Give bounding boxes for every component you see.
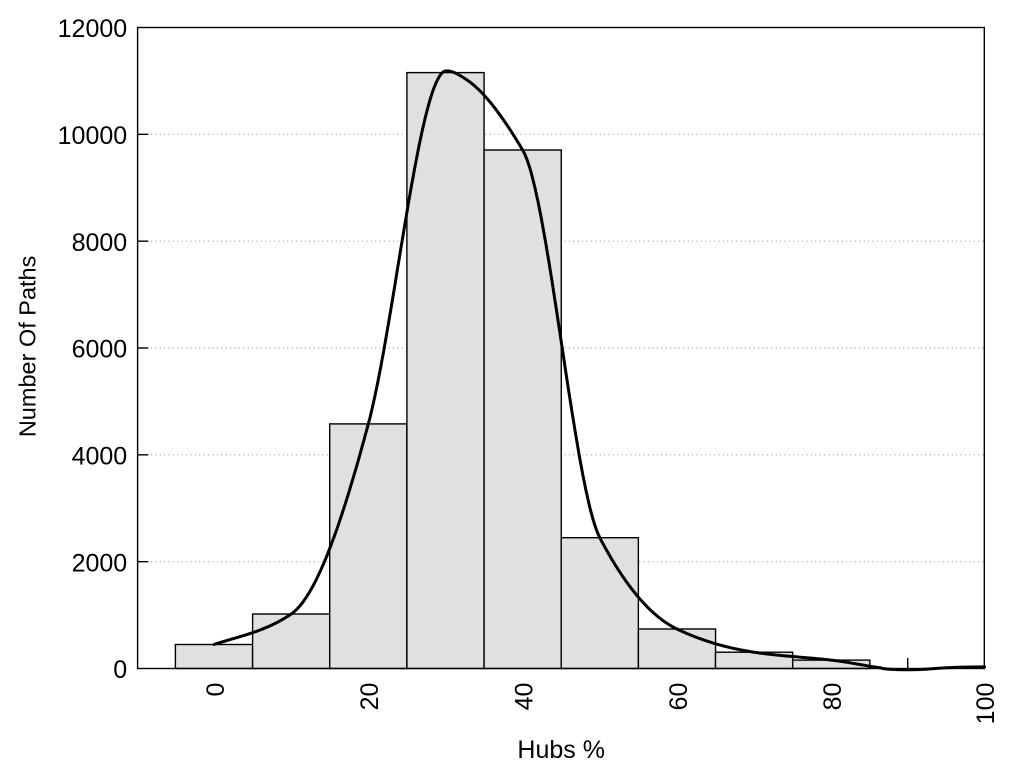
svg-text:10000: 10000	[58, 122, 128, 150]
svg-text:Hubs %: Hubs %	[517, 736, 605, 764]
svg-text:8000: 8000	[72, 229, 128, 257]
svg-text:40: 40	[510, 683, 538, 711]
svg-text:4000: 4000	[72, 442, 128, 470]
svg-text:2000: 2000	[72, 549, 128, 577]
svg-text:60: 60	[665, 683, 693, 711]
svg-text:0: 0	[113, 656, 127, 684]
svg-text:12000: 12000	[58, 15, 128, 43]
svg-text:Number Of Paths: Number Of Paths	[15, 256, 41, 438]
svg-text:6000: 6000	[72, 336, 128, 364]
svg-text:80: 80	[819, 683, 847, 711]
svg-text:20: 20	[356, 683, 384, 711]
svg-text:100: 100	[972, 683, 1000, 725]
svg-text:0: 0	[202, 683, 230, 697]
